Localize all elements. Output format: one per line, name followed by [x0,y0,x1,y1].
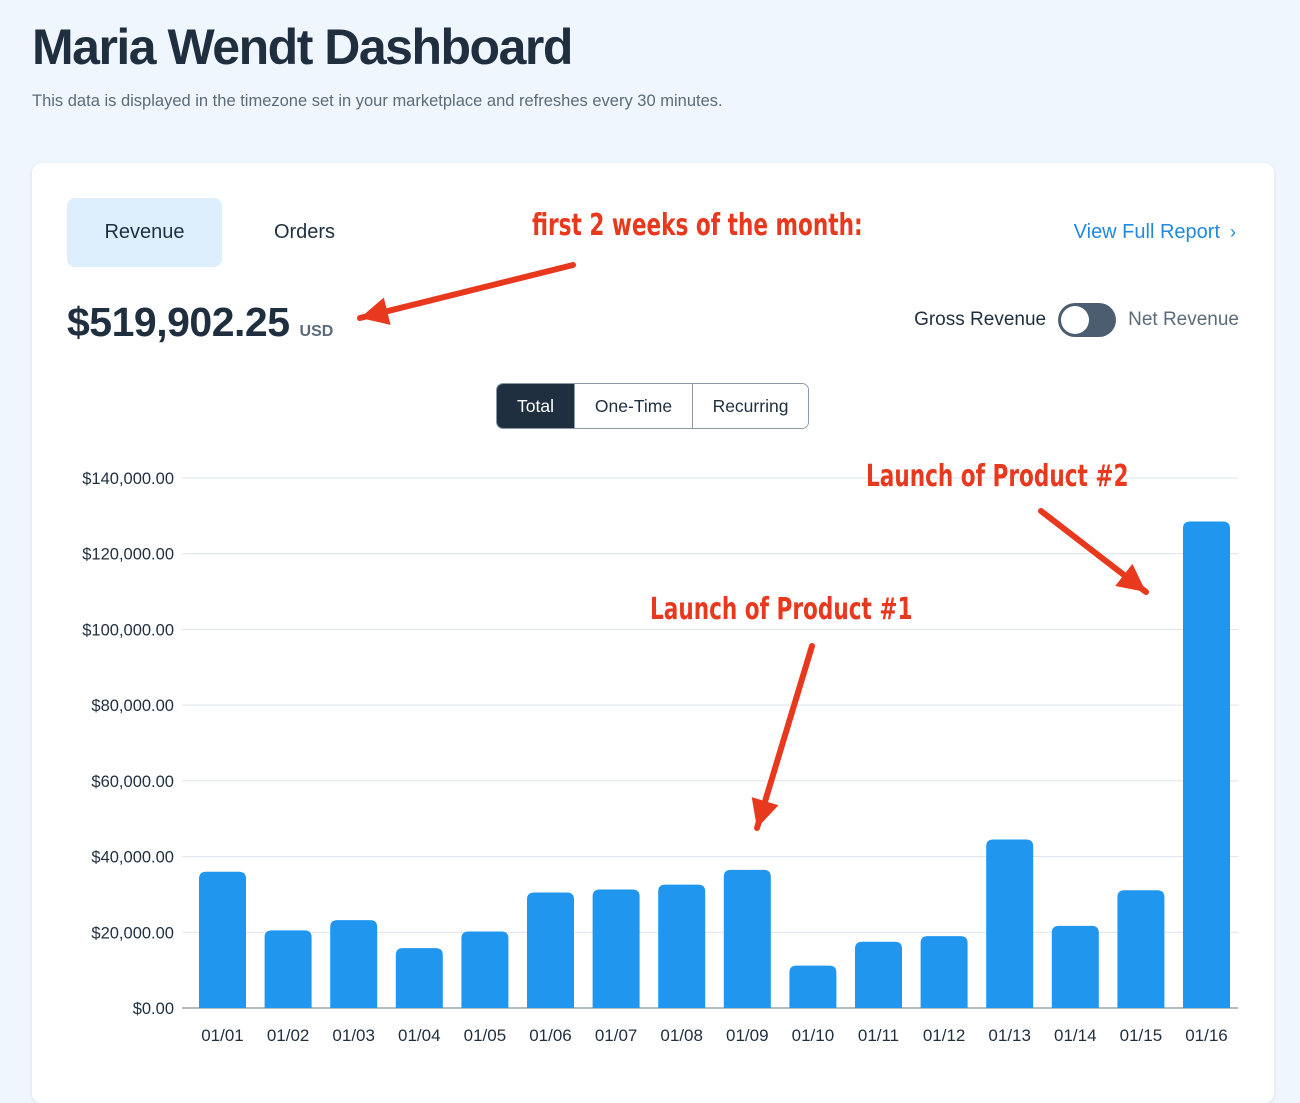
toggle-knob [1061,306,1090,334]
annotation-product-1: Launch of Product #1 [650,592,913,627]
chart-bar [1051,925,1099,1008]
chart-bar [789,965,837,1008]
x-tick-label: 01/03 [332,1026,375,1045]
x-tick-label: 01/02 [267,1026,310,1045]
tab-orders[interactable]: Orders [273,221,336,243]
x-tick-label: 01/06 [529,1026,572,1045]
x-tick-label: 01/13 [988,1026,1031,1045]
y-tick-label: $140,000.00 [82,470,174,488]
chart-bar [461,931,509,1008]
segment-total[interactable]: Total [497,384,574,428]
chart-bar [330,920,378,1008]
chart-bar [264,930,312,1008]
x-tick-label: 01/08 [660,1026,703,1045]
chart-bar [1117,890,1165,1008]
revenue-bar-chart: $0.00 $20,000.00 $40,000.00 $60,000.00 $80,0… [82,262,1238,1045]
y-tick-label: $40,000.00 [91,849,174,867]
x-tick-label: 01/10 [792,1026,835,1045]
x-tick-label: 01/07 [595,1026,638,1045]
chart-bar [592,889,640,1008]
chart-bar [920,936,968,1008]
x-tick-label: 01/12 [923,1026,966,1045]
y-tick-label: $120,000.00 [82,546,174,564]
x-tick-label: 01/15 [1120,1026,1163,1045]
annotation-arrow-product-2-head [1115,563,1146,592]
tab-revenue[interactable]: Revenue [67,198,222,267]
x-tick-label: 01/14 [1054,1026,1097,1045]
revenue-type-toggle: Gross Revenue Net Revenue [914,303,1239,337]
x-tick-label: 01/05 [464,1026,507,1045]
x-tick-label: 01/04 [398,1026,441,1045]
x-tick-label: 01/16 [1185,1026,1228,1045]
annotation-arrow-top-shaft [357,262,576,321]
view-full-report-link[interactable]: View Full Report › [1074,221,1236,244]
chart-bar [527,892,574,1008]
segment-one-time[interactable]: One-Time [574,384,692,428]
annotation-product-2: Launch of Product #2 [866,459,1129,494]
revenue-segment-control: Total One-Time Recurring [496,383,809,429]
annotation-arrow-product-1-head [751,797,779,828]
gross-revenue-label[interactable]: Gross Revenue [914,309,1047,330]
x-tick-label: 01/11 [858,1026,899,1045]
y-tick-label: $20,000.00 [91,924,174,942]
net-revenue-label[interactable]: Net Revenue [1128,309,1239,330]
annotation-first-two-weeks: first 2 weeks of the month: [532,208,863,243]
page-subtitle: This data is displayed in the timezone s… [32,92,723,110]
revenue-amount: $519,902.25 [67,299,290,345]
view-full-report-label: View Full Report [1073,221,1220,243]
page-title: Maria Wendt Dashboard [32,19,573,75]
chart-bar [723,869,771,1008]
chart-bar [855,941,902,1008]
y-tick-label: $80,000.00 [91,697,174,715]
x-tick-label: 01/01 [201,1026,244,1045]
revenue-toggle-switch[interactable] [1058,303,1117,337]
chart-bar [199,871,246,1008]
x-tick-label: 01/09 [726,1026,769,1045]
y-tick-label: $0.00 [133,1000,174,1018]
annotation-arrow-top-head [360,297,391,325]
chart-bar [658,884,706,1008]
chart-bar [1183,521,1230,1008]
chart-bar [986,839,1034,1008]
chevron-right-icon: › [1230,222,1236,242]
currency-label: USD [299,323,334,340]
y-tick-label: $100,000.00 [82,621,174,639]
y-tick-label: $60,000.00 [91,773,174,791]
chart-bar [395,948,443,1008]
segment-recurring[interactable]: Recurring [692,384,808,428]
annotation-arrow-product-1-shaft [754,643,815,831]
revenue-total: $519,902.25 USD [67,299,333,346]
